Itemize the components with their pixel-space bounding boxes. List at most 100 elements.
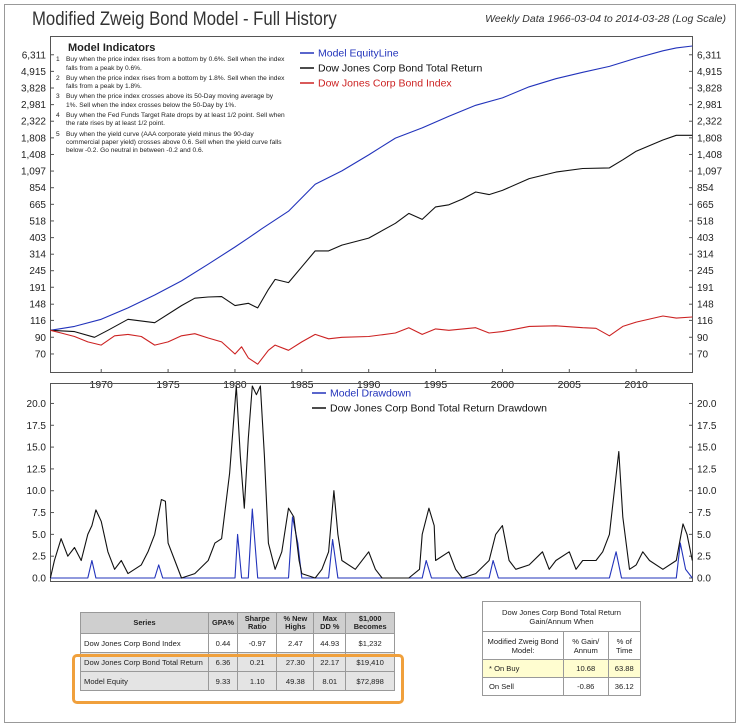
cell-sharpe: 0.21	[237, 652, 278, 672]
table-row: * On Buy 10.68 63.88	[482, 659, 642, 678]
y-tick-label-left: 854	[29, 183, 46, 194]
x-tick-label: 1970	[90, 379, 114, 391]
gain-col-model: Modified Zweig Bond Model:	[482, 631, 564, 660]
y-tick-label-right: 3,828	[697, 83, 722, 94]
y-tick-label-right: 2.5	[697, 552, 711, 563]
cell-sharpe: 1.10	[237, 671, 278, 691]
col-header-new-highs: % New Highs	[276, 612, 315, 634]
col-header-max-dd: Max DD %	[313, 612, 347, 634]
y-tick-label-left: 0.0	[32, 574, 46, 585]
indicator-number: 1	[56, 56, 60, 64]
indicator-text: Buy when the price index rises from a bo…	[66, 74, 285, 91]
indicator-text: Buy when the yield curve (AAA corporate …	[66, 130, 282, 155]
y-tick-label-right: 15.0	[697, 443, 717, 454]
indicator-number: 3	[56, 93, 60, 101]
cell-series: Dow Jones Corp Bond Total Return	[80, 652, 209, 672]
y-tick-label-left: 17.5	[27, 421, 47, 432]
gain-col-time: % of Time	[607, 631, 642, 660]
chart-title: Modified Zweig Bond Model - Full History	[32, 9, 337, 30]
y-tick-label-right: 2,322	[697, 117, 722, 128]
y-tick-label-right: 314	[697, 250, 714, 261]
y-tick-label-left: 403	[29, 233, 46, 244]
series-line-model-equityline	[50, 45, 693, 331]
cell-max-dd: 8.01	[313, 671, 347, 691]
y-tick-label-left: 90	[35, 333, 47, 344]
y-tick-label-left: 314	[29, 250, 46, 261]
x-tick-label: 1995	[424, 379, 448, 391]
y-tick-label-right: 10.0	[697, 486, 717, 497]
plot-area	[50, 383, 693, 582]
cell-max-dd: 44.93	[313, 633, 347, 653]
legend-entry: Dow Jones Corp Bond Index	[318, 78, 452, 90]
x-tick-label: 1980	[223, 379, 247, 391]
cell-becomes: $72,898	[345, 671, 395, 691]
table-row: On Sell -0.86 36.12	[482, 677, 642, 696]
drawdown-chart-panel: 20.0 20.0 17.5 17.5 15.0 15.0 12.5 12.5 10.0 10.0…	[27, 383, 717, 585]
indicator-item: 2 Buy when the price index rises from a b…	[56, 75, 286, 92]
y-tick-label-left: 191	[29, 283, 46, 294]
y-tick-label-left: 148	[29, 300, 46, 311]
indicator-number: 4	[56, 112, 60, 120]
gain-row-gain: 10.68	[563, 659, 609, 678]
series-line-dow-jones-corp-bond-total-return	[50, 134, 693, 338]
chart-subtitle: Weekly Data 1966-03-04 to 2014-03-28 (Lo…	[485, 13, 726, 25]
cell-gpa: 0.44	[207, 633, 239, 653]
x-tick-label: 1990	[357, 379, 381, 391]
equity-chart-panel: 6,311 6,311 4,915 4,915 3,828 3,828 2,981 2,981…	[21, 36, 722, 391]
y-tick-label-right: 90	[697, 333, 709, 344]
gain-row-time: 63.88	[607, 659, 642, 678]
indicator-item: 1 Buy when the price index rises from a b…	[56, 56, 286, 73]
y-tick-label-left: 2.5	[32, 552, 46, 563]
y-tick-label-right: 2,981	[697, 100, 722, 111]
gain-row-gain: -0.86	[563, 677, 609, 696]
chart-frame	[4, 4, 736, 723]
y-tick-label-right: 17.5	[697, 421, 717, 432]
indicator-text: Buy when the price index rises from a bo…	[66, 56, 285, 72]
legend-entry: Dow Jones Corp Bond Total Return Drawdow…	[330, 403, 547, 415]
indicators-heading: Model Indicators	[68, 42, 156, 54]
y-tick-label-left: 15.0	[27, 443, 47, 454]
stats-table: Series GPA% Sharpe Ratio % New Highs Max…	[80, 612, 395, 691]
cell-series: Dow Jones Corp Bond Index	[80, 633, 209, 653]
y-tick-label-right: 148	[697, 300, 714, 311]
y-tick-label-left: 1,097	[21, 167, 46, 178]
cell-gpa: 9.33	[207, 671, 239, 691]
y-tick-label-right: 5.0	[697, 530, 711, 541]
series-line-model-drawdown	[50, 508, 693, 579]
x-tick-label: 1985	[290, 379, 314, 391]
y-tick-label-right: 854	[697, 183, 714, 194]
y-tick-label-left: 5.0	[32, 530, 46, 541]
y-tick-label-right: 665	[697, 200, 714, 211]
cell-new-highs: 27.30	[276, 652, 315, 672]
y-tick-label-left: 1,408	[21, 150, 46, 161]
y-tick-label-left: 116	[30, 316, 46, 327]
y-tick-label-left: 7.5	[32, 508, 46, 519]
y-tick-label-right: 245	[697, 266, 714, 277]
cell-becomes: $1,232	[345, 633, 395, 653]
gain-header-row: Modified Zweig Bond Model: % Gain/ Annum…	[482, 631, 642, 660]
y-tick-label-right: 6,311	[697, 50, 722, 61]
model-indicators: Model Indicators 1 Buy when the price ind…	[56, 42, 286, 158]
y-tick-label-right: 1,408	[697, 150, 722, 161]
y-tick-label-right: 4,915	[697, 67, 722, 78]
y-tick-label-right: 70	[697, 349, 709, 360]
col-header-sharpe: Sharpe Ratio	[237, 612, 278, 634]
indicator-number: 2	[56, 74, 60, 82]
y-tick-label-left: 2,322	[21, 117, 46, 128]
gain-row-label: On Sell	[482, 677, 564, 696]
y-tick-label-right: 116	[697, 316, 713, 327]
indicator-number: 5	[56, 130, 60, 138]
x-tick-label: 1975	[156, 379, 180, 391]
stats-header-row: Series GPA% Sharpe Ratio % New Highs Max…	[80, 612, 395, 634]
x-tick-label: 2005	[558, 379, 582, 391]
y-tick-label-left: 3,828	[21, 83, 46, 94]
y-tick-label-left: 4,915	[21, 67, 46, 78]
gain-table-title: Dow Jones Corp Bond Total Return Gain/An…	[482, 601, 641, 632]
x-tick-label: 2010	[624, 379, 648, 391]
y-tick-label-left: 665	[29, 200, 46, 211]
y-tick-label-right: 20.0	[697, 399, 717, 410]
y-tick-label-left: 1,808	[21, 133, 46, 144]
cell-new-highs: 2.47	[276, 633, 315, 653]
cell-becomes: $19,410	[345, 652, 395, 672]
gain-row-label: * On Buy	[482, 659, 564, 678]
